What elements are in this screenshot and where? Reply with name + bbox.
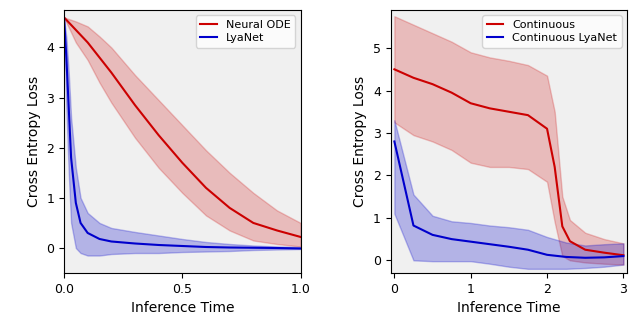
Neural ODE [72,28,79,32]
Continuous LyaNet [448,237,456,241]
Continuous [410,76,417,80]
Legend: Continuous, Continuous LyaNet: Continuous, Continuous LyaNet [483,15,621,48]
LyaNet [250,246,257,250]
Y-axis label: Cross Entropy Loss: Cross Entropy Loss [353,76,367,207]
Continuous [551,165,559,169]
Continuous LyaNet [581,256,589,260]
Continuous [448,91,456,95]
Continuous LyaNet [524,248,532,252]
Line: Continuous: Continuous [394,69,623,255]
LyaNet [65,106,72,110]
LyaNet [297,246,305,250]
Continuous LyaNet [563,255,570,259]
LyaNet [67,156,75,160]
Continuous LyaNet [429,233,436,237]
Continuous [524,113,532,117]
Neural ODE [250,221,257,225]
LyaNet [179,244,186,248]
Neural ODE [179,161,186,165]
LyaNet [226,245,234,249]
X-axis label: Inference Time: Inference Time [457,301,561,316]
Continuous LyaNet [467,240,474,244]
Neural ODE [95,56,103,60]
Continuous LyaNet [600,255,608,259]
Neural ODE [226,206,234,210]
Continuous [620,253,627,257]
Continuous LyaNet [543,253,551,257]
LyaNet [63,56,70,60]
Continuous [390,67,398,71]
Continuous LyaNet [410,223,417,227]
X-axis label: Inference Time: Inference Time [131,301,234,316]
LyaNet [202,245,210,249]
Continuous [429,82,436,86]
Neural ODE [131,103,139,107]
Neural ODE [202,186,210,190]
Continuous [486,106,493,110]
LyaNet [95,237,103,241]
Y-axis label: Cross Entropy Loss: Cross Entropy Loss [27,76,41,207]
LyaNet [131,241,139,245]
LyaNet [72,201,79,205]
Continuous [566,239,574,243]
Neural ODE [108,70,115,74]
Line: Continuous LyaNet: Continuous LyaNet [394,141,623,258]
Continuous LyaNet [505,245,513,249]
Continuous [581,248,589,252]
LyaNet [108,240,115,243]
Continuous [543,127,551,131]
LyaNet [273,246,281,250]
Legend: Neural ODE, LyaNet: Neural ODE, LyaNet [196,15,295,48]
Line: LyaNet: LyaNet [64,17,301,248]
Continuous LyaNet [620,254,627,258]
Continuous LyaNet [390,139,398,143]
LyaNet [155,243,163,247]
LyaNet [77,221,84,225]
Neural ODE [84,40,92,44]
Neural ODE [155,133,163,137]
Continuous [600,251,608,255]
Continuous [505,110,513,114]
Neural ODE [273,228,281,232]
Continuous LyaNet [486,242,493,246]
Neural ODE [297,235,305,239]
Continuous [467,101,474,105]
Line: Neural ODE: Neural ODE [64,17,301,237]
LyaNet [84,231,92,235]
Continuous [559,224,566,228]
Neural ODE [60,15,68,19]
LyaNet [60,15,68,19]
